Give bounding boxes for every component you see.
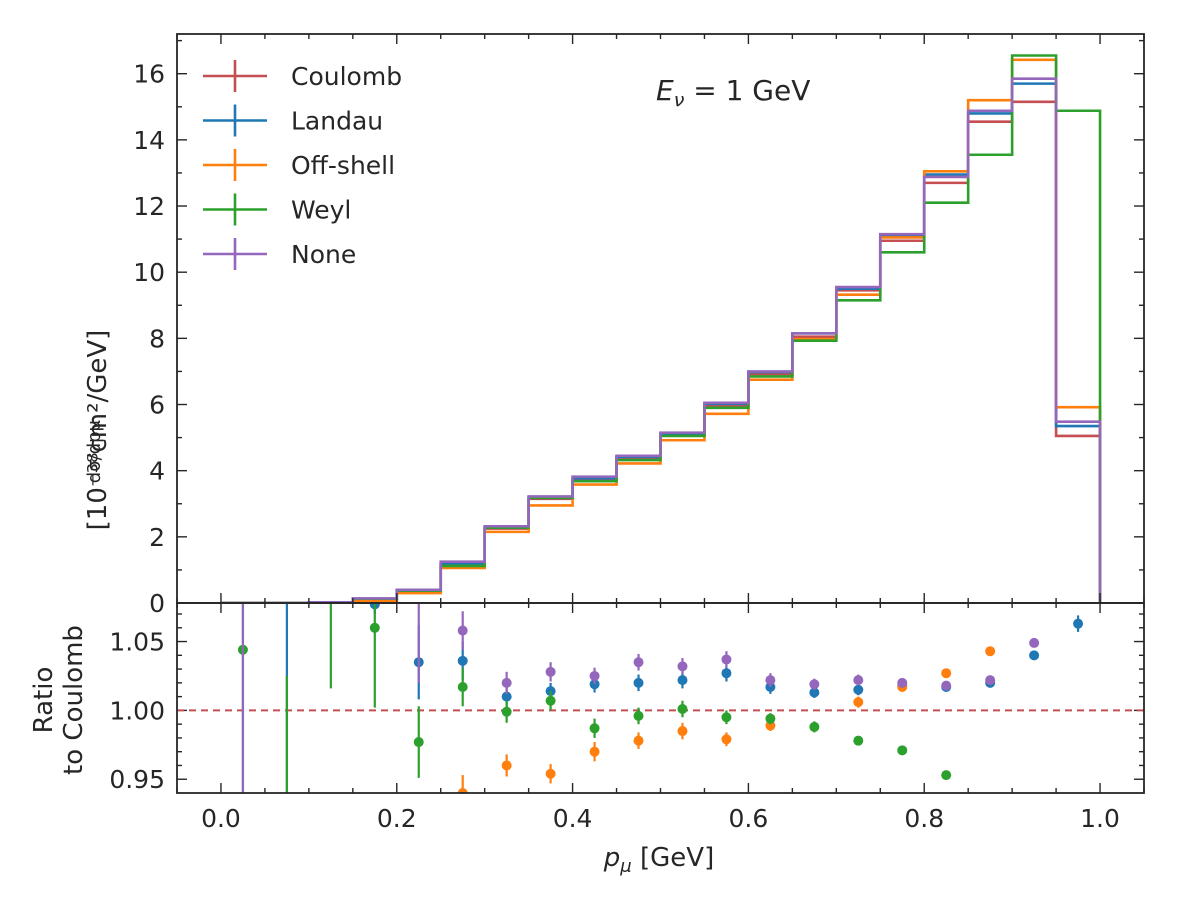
legend-label: Off-shell — [291, 151, 395, 180]
histogram-series-group — [220, 54, 1102, 603]
y-tick-label: 6 — [149, 391, 165, 420]
data-point-weyl — [457, 681, 468, 692]
data-point-none — [897, 677, 908, 688]
data-point-weyl — [501, 706, 512, 717]
data-point-landau — [677, 675, 688, 686]
data-point-weyl — [809, 721, 820, 732]
data-point-weyl — [545, 695, 556, 706]
legend-label: Landau — [291, 107, 383, 136]
data-point-weyl — [413, 737, 424, 748]
data-point-landau — [1029, 650, 1040, 661]
data-point-off-shell — [765, 720, 776, 731]
y-tick-label: 0 — [149, 589, 165, 618]
data-point-landau — [457, 655, 468, 666]
data-point-off-shell — [677, 726, 688, 737]
data-point-off-shell — [985, 646, 996, 657]
y-tick-label: 1.05 — [109, 628, 165, 657]
data-point-none — [545, 666, 556, 677]
data-point-none — [457, 625, 468, 636]
data-point-landau — [501, 691, 512, 702]
legend-item-weyl: Weyl — [203, 193, 351, 226]
x-tick-label: 0.6 — [729, 804, 769, 833]
legend-label: Coulomb — [291, 62, 402, 91]
x-tick-label: 1.0 — [1080, 804, 1120, 833]
ratio-xlabel: pμ [GeV] — [603, 843, 714, 877]
main-ylabel-prefix: dσ/dpμ — [84, 419, 105, 483]
data-point-weyl — [941, 770, 952, 781]
data-point-off-shell — [633, 735, 644, 746]
main-plot-area: 0 2 4 6 8 10 12 14 16 — [133, 33, 1145, 618]
y-tick-label: 1.00 — [109, 696, 165, 725]
data-point-none — [1029, 637, 1040, 648]
legend: Coulomb Landau Off-shell Weyl None — [203, 60, 402, 270]
legend-item-off-shell: Off-shell — [203, 149, 395, 181]
data-point-weyl — [897, 745, 908, 756]
ratio-ylabel-line1: Ratio — [29, 667, 59, 734]
legend-label: Weyl — [291, 196, 351, 225]
main-ylabel: [10⁻³⁸cm²/GeV] — [83, 330, 113, 531]
ratio-points-group — [237, 603, 1084, 793]
data-point-landau — [853, 684, 864, 695]
energy-annotation: Eν = 1 GeV — [656, 74, 810, 111]
y-tick-label: 0.95 — [109, 765, 165, 794]
data-point-weyl — [721, 712, 732, 723]
legend-item-coulomb: Coulomb — [203, 60, 402, 92]
data-point-none — [501, 677, 512, 688]
data-point-weyl — [853, 735, 864, 746]
data-point-off-shell — [941, 668, 952, 679]
ratio-plot-frame — [176, 602, 1145, 794]
data-point-weyl — [369, 622, 380, 633]
data-point-weyl — [677, 704, 688, 715]
data-point-landau — [1073, 618, 1084, 629]
x-tick-label: 0.4 — [553, 804, 593, 833]
data-point-none — [589, 670, 600, 681]
data-point-none — [633, 657, 644, 668]
data-point-off-shell — [589, 746, 600, 757]
data-point-weyl — [589, 723, 600, 734]
data-point-landau — [633, 677, 644, 688]
y-tick-label: 14 — [133, 126, 165, 155]
data-point-landau — [721, 668, 732, 679]
legend-label: None — [291, 240, 356, 269]
data-point-landau — [809, 687, 820, 698]
data-point-none — [941, 680, 952, 691]
data-point-weyl — [765, 713, 776, 724]
y-tick-label: 4 — [149, 457, 165, 486]
data-point-none — [853, 675, 864, 686]
data-point-off-shell — [457, 788, 468, 793]
data-point-off-shell — [853, 697, 864, 708]
data-point-off-shell — [545, 768, 556, 779]
y-tick-label: 12 — [133, 192, 165, 221]
data-point-weyl — [633, 710, 644, 721]
ratio-ylabel-line2: to Coulomb — [59, 625, 89, 775]
data-point-none — [809, 679, 820, 690]
x-tick-label: 0.8 — [904, 804, 944, 833]
legend-item-landau: Landau — [203, 104, 383, 137]
y-tick-label: 2 — [149, 523, 165, 552]
data-point-off-shell — [721, 734, 732, 745]
x-tick-label: 0.2 — [377, 804, 417, 833]
x-tick-label: 0.0 — [201, 804, 241, 833]
data-point-none — [721, 654, 732, 665]
legend-item-none: None — [203, 238, 356, 270]
y-tick-label: 16 — [133, 60, 165, 89]
data-point-none — [677, 661, 688, 672]
y-tick-label: 8 — [149, 324, 165, 353]
y-tick-label: 10 — [133, 258, 165, 287]
data-point-off-shell — [501, 760, 512, 771]
data-point-none — [985, 675, 996, 686]
ratio-plot-area: 0.0 0.2 0.4 0.6 0.8 1.0 0.95 1.00 1.05 — [109, 602, 1145, 833]
data-point-none — [765, 675, 776, 686]
